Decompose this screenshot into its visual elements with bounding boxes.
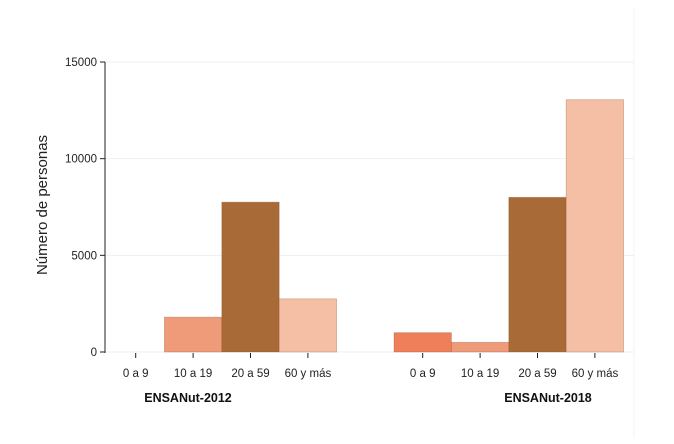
bar — [565, 99, 625, 353]
bars — [163, 99, 625, 353]
x-tick-label: 0 a 9 — [410, 368, 436, 380]
y-axis-ticks: 0 5000 10000 15000 — [65, 57, 105, 359]
x-axis-ticks: 0 a 9 10 a 19 20 a 59 60 y más 0 a 9 10 a 19 2… — [123, 353, 619, 380]
bar — [450, 341, 510, 353]
group-label: ENSANut-2018 — [504, 391, 592, 405]
x-tick-label: 10 a 19 — [174, 368, 212, 380]
y-tick-label: 0 — [91, 347, 97, 359]
bar — [278, 298, 338, 353]
bar — [163, 316, 223, 353]
x-tick-label: 0 a 9 — [123, 368, 149, 380]
y-axis-label: Número de personas — [34, 135, 51, 275]
bar — [393, 332, 452, 353]
x-tick-label: 60 y más — [285, 368, 332, 380]
y-tick-label: 15000 — [65, 57, 97, 69]
bar — [221, 201, 280, 353]
group-labels: ENSANut-2012 ENSANut-2018 — [144, 391, 592, 405]
x-tick-label: 10 a 19 — [461, 368, 499, 380]
x-tick-label: 20 a 59 — [231, 368, 269, 380]
x-tick-label: 20 a 59 — [518, 368, 556, 380]
y-tick-label: 10000 — [65, 154, 97, 166]
y-tick-label: 5000 — [71, 250, 97, 262]
group-label: ENSANut-2012 — [144, 391, 232, 405]
bar — [508, 196, 567, 353]
x-tick-label: 60 y más — [572, 368, 619, 380]
